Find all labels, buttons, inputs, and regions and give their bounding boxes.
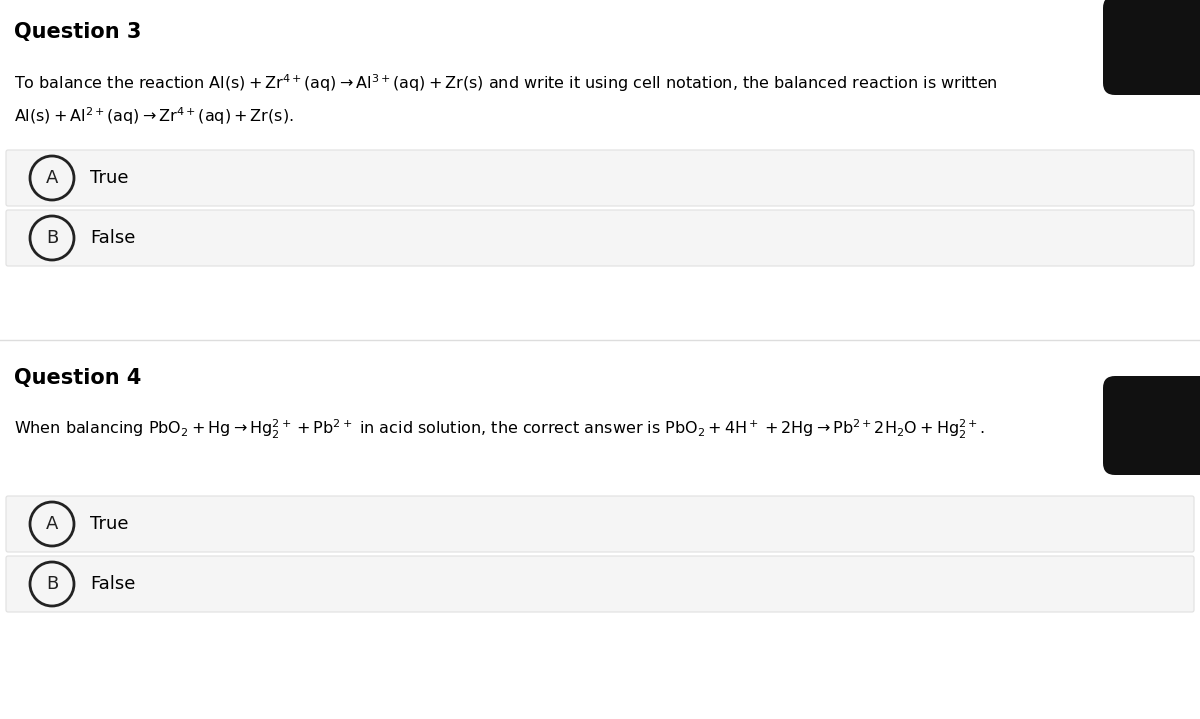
Text: False: False	[90, 575, 136, 593]
FancyBboxPatch shape	[6, 210, 1194, 266]
FancyBboxPatch shape	[6, 150, 1194, 206]
FancyBboxPatch shape	[6, 556, 1194, 612]
Text: To balance the reaction $\mathregular{Al(s)+Zr^{4+}(aq)\rightarrow Al^{3+}(aq)+Z: To balance the reaction $\mathregular{Al…	[14, 72, 998, 93]
FancyBboxPatch shape	[1103, 0, 1200, 95]
FancyBboxPatch shape	[1103, 376, 1200, 475]
Text: True: True	[90, 169, 128, 187]
Text: Question 4: Question 4	[14, 368, 142, 388]
Text: B: B	[46, 229, 58, 247]
Text: B: B	[46, 575, 58, 593]
Text: When balancing $\mathregular{PbO_2+Hg\rightarrow Hg_2^{2+}+Pb^{2+}}$ in acid sol: When balancing $\mathregular{PbO_2+Hg\ri…	[14, 418, 985, 441]
Text: A: A	[46, 169, 58, 187]
Text: True: True	[90, 515, 128, 533]
Text: False: False	[90, 229, 136, 247]
Text: A: A	[46, 515, 58, 533]
Text: $\mathregular{Al(s)+Al^{2+}(aq)\rightarrow Zr^{4+}(aq)+Zr(s)}$.: $\mathregular{Al(s)+Al^{2+}(aq)\rightarr…	[14, 105, 294, 127]
FancyBboxPatch shape	[6, 496, 1194, 552]
Text: Question 3: Question 3	[14, 22, 142, 42]
